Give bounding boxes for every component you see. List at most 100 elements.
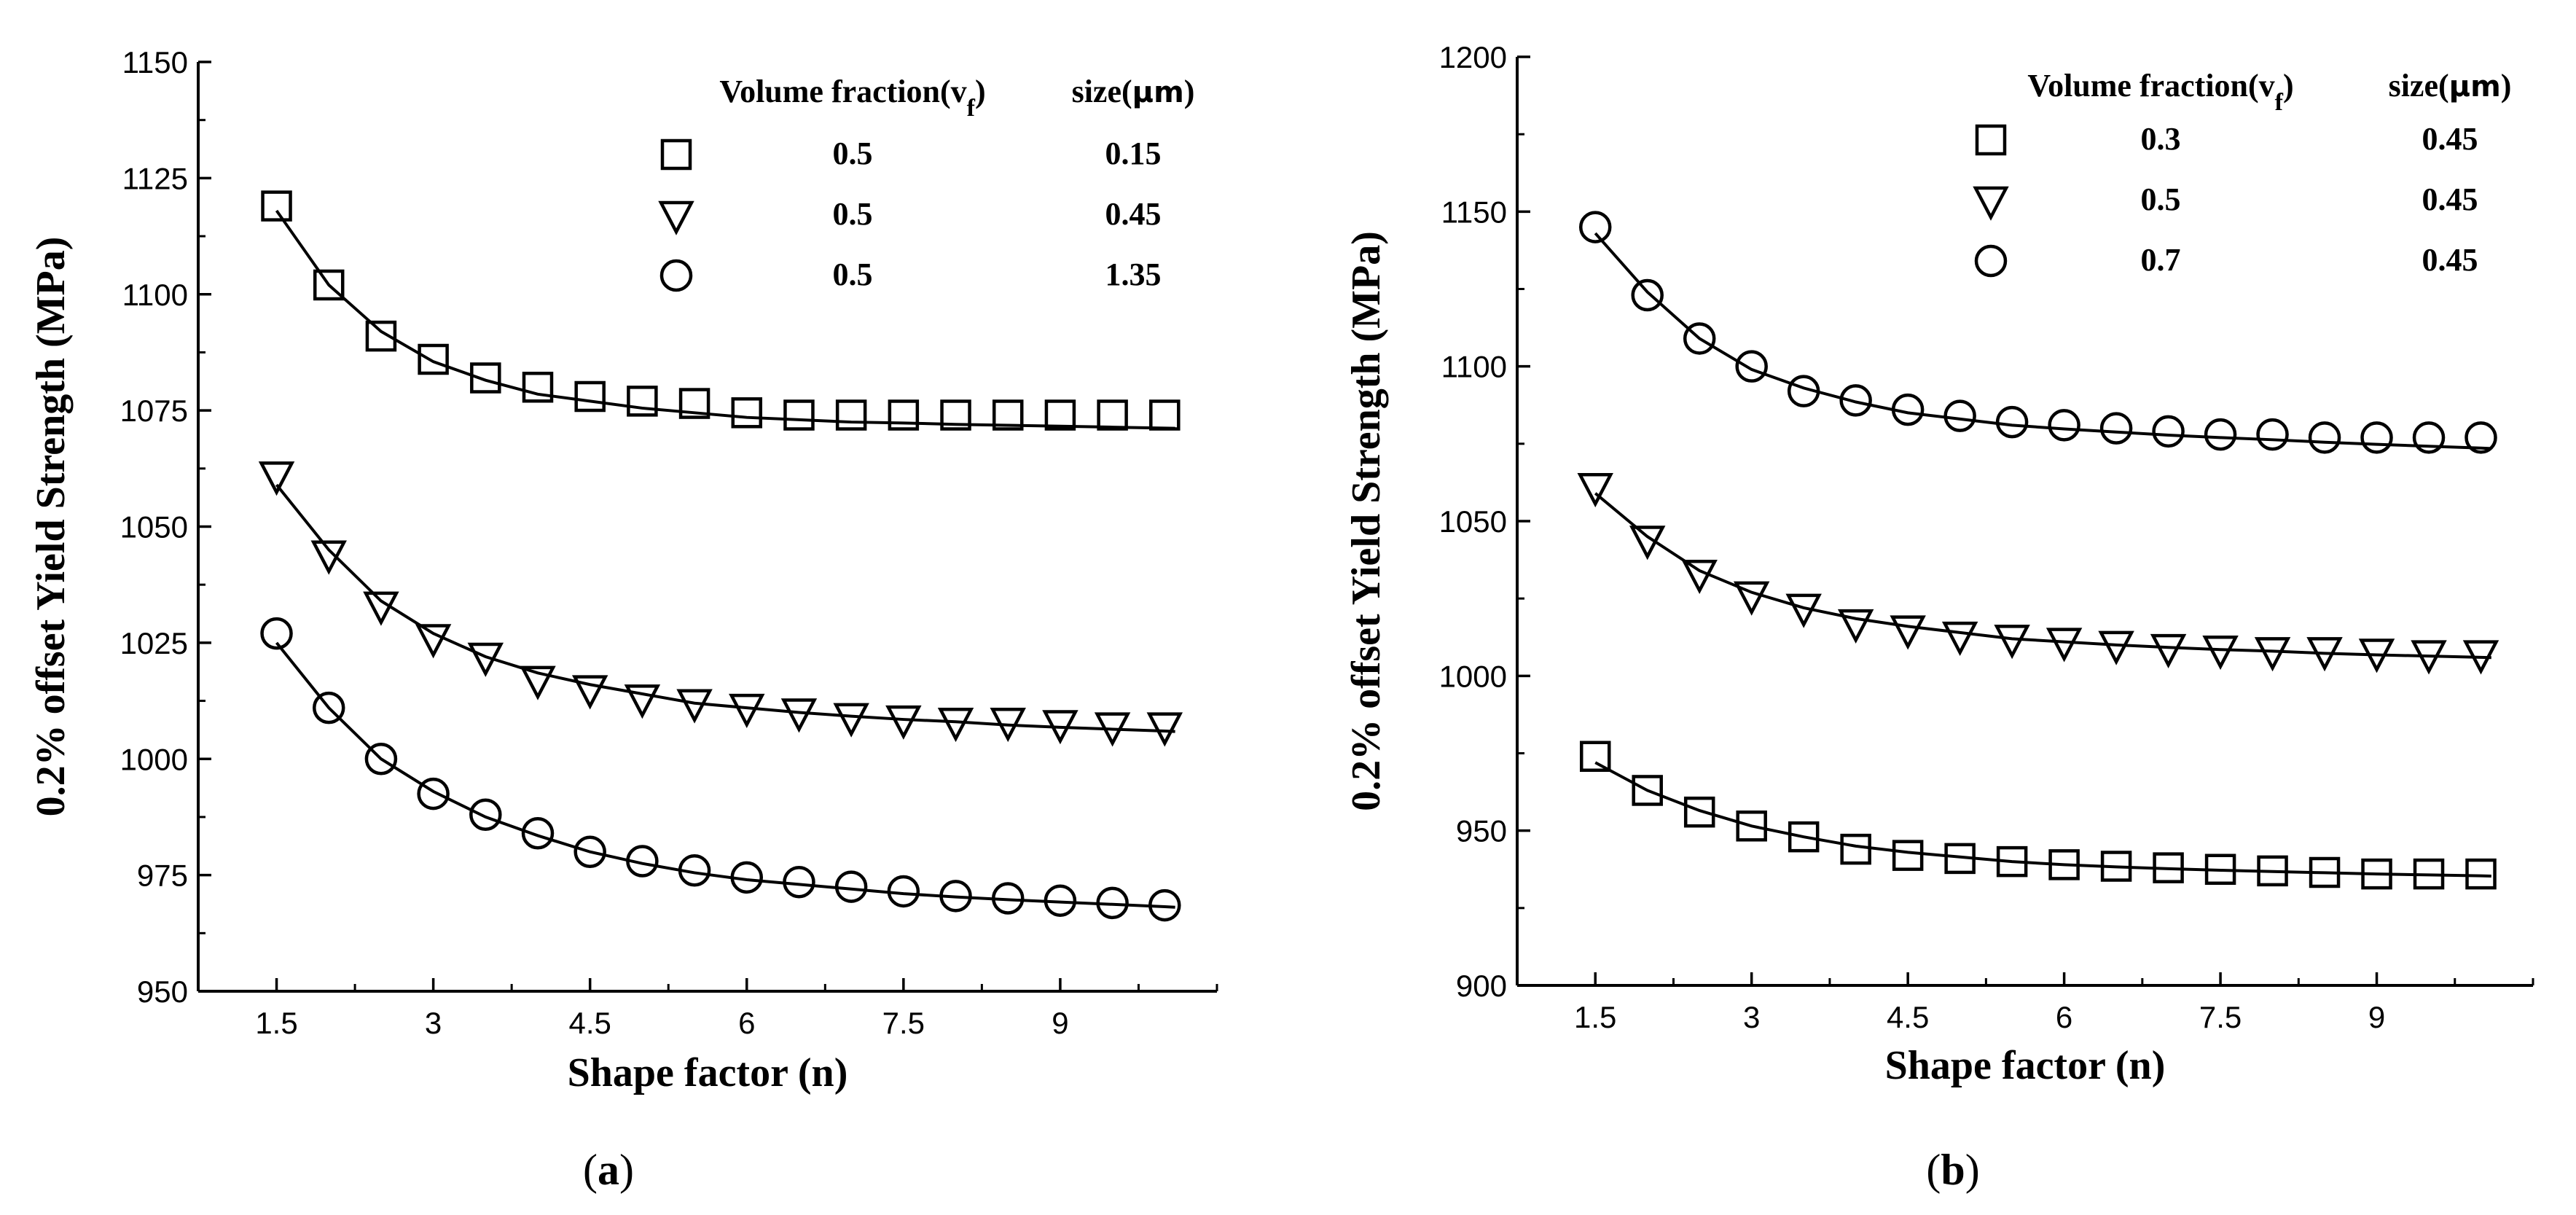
panel-a-y-tick-label: 1125 (122, 161, 188, 195)
chart-panel-b: 900 950 1000 1050 1100 1150 1200 1.5 3 4.5 6 7.5 9 Sh… (1344, 40, 2534, 1194)
panel-a-series-3-point (1044, 884, 1077, 917)
panel-a-y-tick-label: 1050 (120, 510, 188, 544)
panel-a-y-tick-label: 1075 (120, 394, 188, 428)
panel-b-series-1-point (2048, 849, 2080, 880)
panel-a-series-1-point (627, 386, 658, 417)
panel-a-series-1-point (574, 380, 606, 413)
panel-a-series-3-point (834, 870, 868, 903)
panel-b-legend-marker-2 (1973, 186, 2009, 221)
panel-b-series-2-point (2254, 637, 2291, 672)
panel-a-legend-header-size: size(μm) (1072, 74, 1195, 109)
panel-b-series-2-point (2045, 628, 2083, 663)
panel-b-series-3-point (2308, 421, 2341, 454)
panel-a-series-2-point (833, 703, 869, 738)
panel-a-series-2-point (676, 689, 713, 724)
panel-a-series-2-point (363, 591, 399, 626)
panel-a-series-2-point (1094, 712, 1131, 747)
panel-b-series-1-point (1996, 845, 2028, 878)
panel-a-series-3-point (783, 865, 815, 899)
panel-a-series-2-point (520, 665, 556, 700)
panel-a-legend-vf-3: 0.5 (833, 257, 873, 292)
panel-b-series-2-point (1994, 625, 2030, 660)
panel-b-legend-vf-1: 0.3 (2141, 121, 2181, 157)
panel-a-y-tick-label: 1000 (120, 742, 188, 776)
panel-b-series-3-fit-line (1594, 232, 2491, 450)
panel-b-series-2-point (2306, 637, 2343, 672)
panel-b-legend-size-3: 0.45 (2422, 242, 2478, 278)
panel-b-series-1-point (2413, 858, 2445, 890)
panel-b-series-2-point (2462, 640, 2499, 675)
panel-a-series-2-fit-line (275, 483, 1175, 733)
panel-a-series-1-point (313, 269, 345, 301)
panel-b-series-3-point (2465, 421, 2497, 454)
panel-b-series-3-point (2099, 412, 2133, 445)
panel-a-series-3-point (678, 854, 711, 887)
panel-b-series-3-point (1787, 375, 1820, 407)
panel-b-label: (b) (1926, 1146, 1979, 1194)
panel-a-series-3-point (312, 691, 345, 724)
panel-b-y-tick-label: 1150 (1441, 195, 1507, 229)
panel-b-y-tick-label: 950 (1456, 814, 1507, 848)
panel-a-y-axis-title: 0.2% offset Yield Strength (MPa) (28, 237, 74, 817)
panel-a-x-tick-label: 9 (1052, 1006, 1068, 1040)
panel-a-x-tick-label: 4.5 (568, 1006, 611, 1040)
panel-b-x-tick-label: 4.5 (1887, 1000, 1929, 1034)
panel-b-series-1-point (1736, 810, 1767, 842)
panel-b-legend-header-vf: Volume fraction(vf) (2027, 68, 2293, 116)
panel-b-series-2-point (1629, 526, 1666, 560)
panel-b-series-1-point (2309, 856, 2341, 888)
panel-b-series-3-point (2360, 421, 2393, 454)
panel-a-series-2-point (1042, 710, 1078, 745)
panel-b-x-tick-label: 1.5 (1574, 1000, 1616, 1034)
panel-a-series-3-point (626, 845, 659, 878)
panel-a-x-axis-title: Shape factor (n) (568, 1050, 848, 1095)
panel-b-series-2-point (2150, 633, 2187, 668)
panel-b-x-tick-label: 7.5 (2199, 1000, 2242, 1034)
panel-a-series-3-point (573, 835, 606, 868)
panel-b-series-3-point (2204, 418, 2237, 451)
panel-a-series-3-point (730, 861, 764, 894)
panel-a-series-2-point (624, 684, 661, 719)
panel-a-series-2-point (415, 624, 452, 659)
panel-a-series-2-point (990, 708, 1026, 743)
panel-a-y-tick-label: 1100 (122, 278, 188, 312)
panel-b-legend-vf-3: 0.7 (2141, 242, 2181, 278)
panel-b-y-tick-label: 1050 (1439, 504, 1507, 539)
panel-a-series-1-point (888, 399, 920, 431)
panel-a-series-3-fit-line (275, 641, 1175, 909)
panel-a-series-3-point (364, 743, 398, 776)
panel-a-series-1-point (1044, 399, 1076, 431)
panel-b-series-3-point (1995, 405, 2029, 439)
panel-a-series-3-point (469, 798, 502, 831)
panel-b-series-1-point (2153, 852, 2184, 883)
panel-b-series-2-point (2411, 640, 2447, 675)
panel-b-series-2-point (1577, 473, 1613, 508)
panel-a-series-1-point (470, 362, 501, 394)
panel-a-x-tick-label: 7.5 (882, 1006, 925, 1040)
panel-b-series-1-point (1788, 821, 1820, 853)
panel-a-series-1-point (783, 399, 815, 431)
panel-a-series-1-point (365, 320, 397, 352)
panel-b-y-tick-label: 1000 (1439, 659, 1507, 693)
panel-b-legend-marker-3 (1974, 244, 2008, 278)
panel-a-series-3-point (991, 882, 1025, 915)
panel-b-series-2-fit-line (1594, 492, 2491, 660)
panel-b-series-1-point (2100, 851, 2132, 882)
panel-b-legend-vf-2: 0.5 (2141, 181, 2181, 217)
panel-a-y-tick-label: 950 (137, 974, 188, 1009)
panel-b-legend-size-2: 0.45 (2422, 181, 2478, 217)
panel-b-y-axis-title: 0.2% offset Yield Strength (MPa) (1344, 231, 1389, 811)
panel-a-series-1-fit-line (275, 209, 1175, 430)
panel-b-series-3-point (1631, 278, 1664, 312)
panel-b-series-3-point (1839, 384, 1872, 417)
panel-b-series-3-point (2412, 421, 2446, 454)
panel-b-series-1-fit-line (1594, 761, 2491, 878)
panel-a-series-3-point (260, 617, 293, 650)
panel-b-series-1-point (1944, 843, 1976, 875)
panel-b-series-1-point (2204, 853, 2236, 885)
panel-a-series-3-point (417, 777, 450, 810)
panel-a-series-1-point (1149, 399, 1181, 431)
panel-a-series-1-point (992, 399, 1024, 431)
panel-b-series-1-point (1892, 840, 1924, 871)
